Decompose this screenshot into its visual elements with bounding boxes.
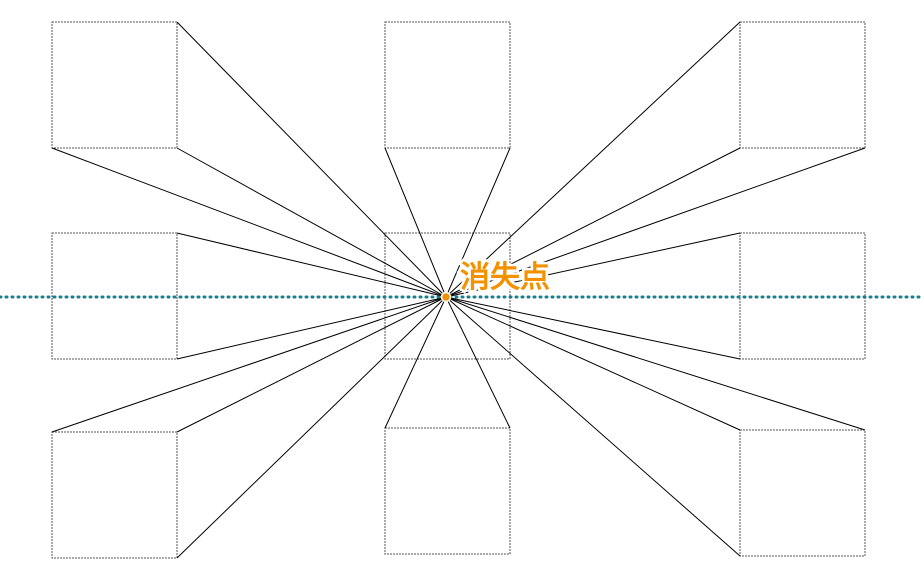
front-face-middle-left	[51, 232, 178, 360]
projection-line-top-left-2	[176, 147, 447, 298]
projection-line-bottom-right-1	[445, 296, 741, 431]
projection-line-bottom-right-3	[445, 296, 741, 557]
projection-line-bottom-left-3	[176, 296, 447, 559]
projection-line-top-right-2	[445, 147, 741, 298]
projection-line-middle-right-1	[445, 232, 741, 298]
front-face-top-right	[739, 21, 866, 149]
front-face-bottom-left	[51, 431, 178, 559]
projection-lines	[51, 21, 866, 559]
vanishing-point-label: 消失点	[460, 260, 550, 295]
projection-line-middle-left-1	[176, 232, 447, 298]
projection-line-bottom-right-2	[445, 296, 866, 431]
projection-line-top-right-1	[445, 21, 741, 298]
front-face-top-left	[51, 21, 178, 149]
projection-line-bottom-center-2	[445, 296, 511, 429]
front-face-bottom-right	[739, 429, 866, 557]
projection-line-top-center-2	[445, 147, 511, 298]
front-faces	[51, 21, 866, 559]
front-face-top-center	[384, 21, 511, 149]
projection-line-bottom-left-1	[51, 296, 447, 433]
front-face-bottom-center	[384, 427, 511, 555]
vanishing-point-dot	[440, 291, 452, 303]
projection-line-top-left-1	[176, 21, 447, 298]
projection-line-bottom-center-1	[384, 296, 447, 429]
projection-line-middle-right-2	[445, 296, 741, 360]
projection-line-bottom-left-2	[176, 296, 447, 433]
projection-line-middle-left-2	[176, 296, 447, 360]
projection-line-top-right-3	[445, 147, 866, 298]
projection-line-top-left-3	[51, 147, 447, 298]
projection-line-top-center-1	[384, 147, 447, 298]
